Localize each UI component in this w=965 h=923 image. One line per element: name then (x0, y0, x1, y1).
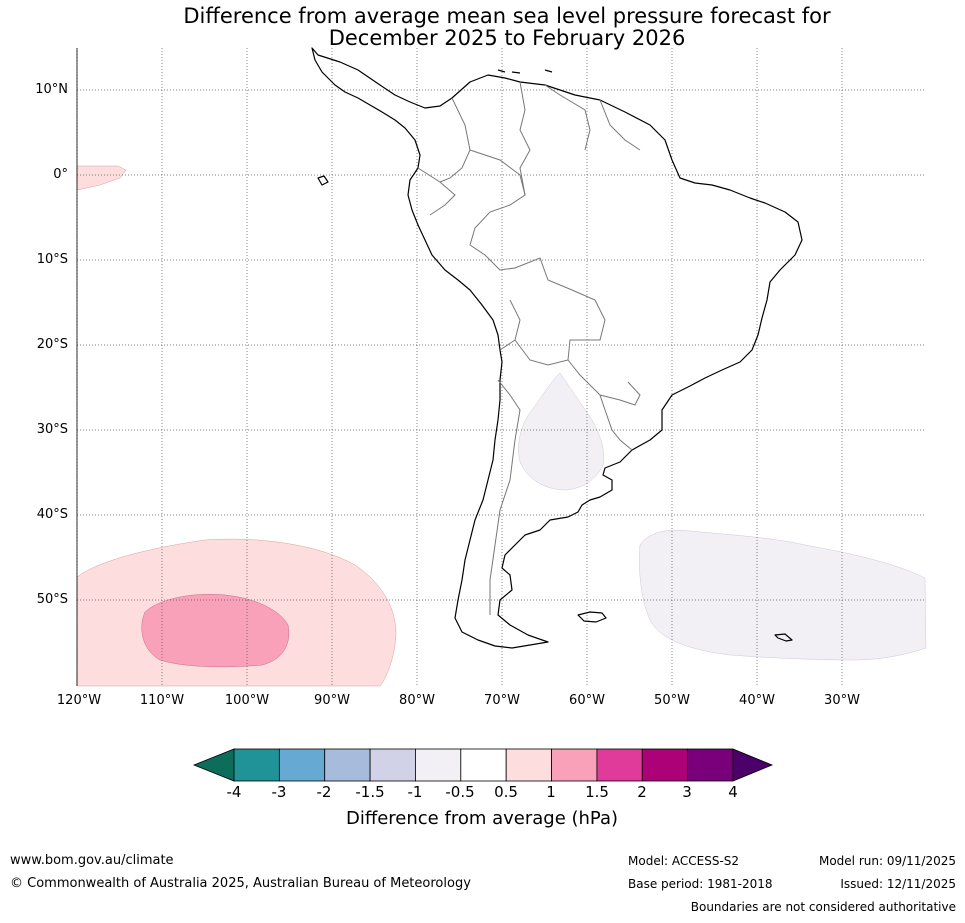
lat-label-10s: 10°S (36, 252, 68, 267)
lon-label-40w: 40°W (739, 693, 775, 708)
colorbar-bin (641, 748, 689, 782)
lat-label-20s: 20°S (36, 337, 68, 352)
lon-label-90w: 90°W (314, 693, 350, 708)
positive-anomaly-equatorial-pacific (76, 165, 127, 191)
colorbar-tick: 2 (637, 783, 647, 801)
copyright-text: © Commonwealth of Australia 2025, Austra… (10, 876, 471, 891)
colorbar-tick: -1 (407, 783, 423, 801)
lon-label-50w: 50°W (654, 693, 690, 708)
base-period-text: Base period: 1981-2018 (628, 877, 773, 891)
lon-label-60w: 60°W (569, 693, 605, 708)
colorbar-tick: -4 (226, 783, 242, 801)
colorbar-title: Difference from average (hPa) (345, 808, 619, 829)
colorbar-bin (596, 748, 643, 782)
lon-label-120w: 120°W (56, 693, 102, 708)
colorbar-tick: 0.5 (494, 783, 518, 801)
colorbar-bin (505, 748, 552, 782)
colorbar-bin (233, 748, 280, 782)
lon-label-30w: 30°W (824, 693, 860, 708)
colorbar-bin (687, 748, 734, 782)
south-georgia (774, 633, 793, 642)
country-boundaries (417, 81, 641, 615)
lon-label-110w: 110°W (139, 693, 185, 708)
anomaly-shading (76, 165, 927, 687)
colorbar-bin (369, 748, 416, 782)
colorbar-tick: 1.5 (585, 783, 609, 801)
map-title: Difference from average mean sea level p… (107, 5, 907, 49)
falkland-islands (577, 611, 607, 623)
galapagos (317, 175, 329, 186)
colorbar-bin (551, 748, 598, 782)
positive-anomaly-core (141, 594, 290, 668)
disclaimer-text: Boundaries are not considered authoritat… (690, 900, 956, 914)
colorbar-tick: -0.5 (445, 783, 475, 801)
lon-label-100w: 100°W (224, 693, 270, 708)
website-link[interactable]: www.bom.gov.au/climate (10, 853, 174, 868)
model-text: Model: ACCESS-S2 (628, 854, 740, 868)
colorbar-tick: -2 (316, 783, 332, 801)
colorbar-bin (324, 748, 371, 782)
caribbean-islands (497, 69, 553, 74)
title-line-2: December 2025 to February 2026 (328, 26, 686, 50)
colorbar-over-arrow (732, 748, 774, 782)
lat-label-50s: 50°S (36, 592, 68, 607)
lat-label-30s: 30°S (36, 422, 68, 437)
coastlines (311, 47, 803, 649)
colorbar-tick: 3 (682, 783, 692, 801)
colorbar-tick: -1.5 (355, 783, 385, 801)
colorbar-bin (278, 748, 326, 782)
negative-anomaly-south-atlantic (639, 529, 927, 661)
negative-anomaly-argentina (518, 372, 604, 491)
lon-label-70w: 70°W (484, 693, 520, 708)
lat-label-0: 0° (53, 167, 68, 182)
colorbar-tick: 4 (728, 783, 738, 801)
colorbar-bins (233, 748, 734, 782)
title-line-1: Difference from average mean sea level p… (183, 4, 831, 28)
colorbar-bin (415, 748, 462, 782)
lat-label-40s: 40°S (36, 507, 68, 522)
colorbar-tick: -3 (271, 783, 287, 801)
colorbar (192, 748, 774, 782)
lat-label-10n: 10°N (35, 82, 68, 97)
colorbar-bin (460, 748, 507, 782)
lon-label-80w: 80°W (399, 693, 435, 708)
south-america-coastline (311, 47, 803, 649)
colorbar-tick: 1 (546, 783, 556, 801)
model-run-text: Model run: 09/11/2025 (818, 854, 956, 868)
issued-text: Issued: 12/11/2025 (840, 877, 956, 891)
colorbar-under-arrow (192, 748, 235, 782)
